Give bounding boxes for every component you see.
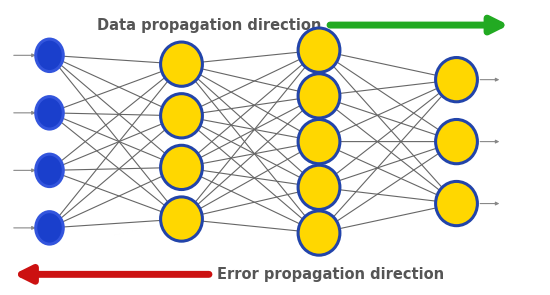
Text: Error propagation direction: Error propagation direction bbox=[217, 267, 444, 282]
Ellipse shape bbox=[161, 94, 202, 138]
Ellipse shape bbox=[298, 211, 340, 255]
Ellipse shape bbox=[298, 74, 340, 118]
Ellipse shape bbox=[36, 212, 63, 244]
Ellipse shape bbox=[436, 119, 477, 164]
Ellipse shape bbox=[298, 119, 340, 164]
Ellipse shape bbox=[36, 39, 63, 72]
Ellipse shape bbox=[161, 42, 202, 86]
Ellipse shape bbox=[298, 165, 340, 209]
Ellipse shape bbox=[161, 145, 202, 190]
Ellipse shape bbox=[36, 97, 63, 129]
Ellipse shape bbox=[36, 154, 63, 187]
Text: Data propagation direction: Data propagation direction bbox=[97, 18, 322, 32]
Ellipse shape bbox=[436, 181, 477, 226]
Ellipse shape bbox=[161, 197, 202, 241]
Ellipse shape bbox=[436, 58, 477, 102]
Ellipse shape bbox=[298, 28, 340, 72]
